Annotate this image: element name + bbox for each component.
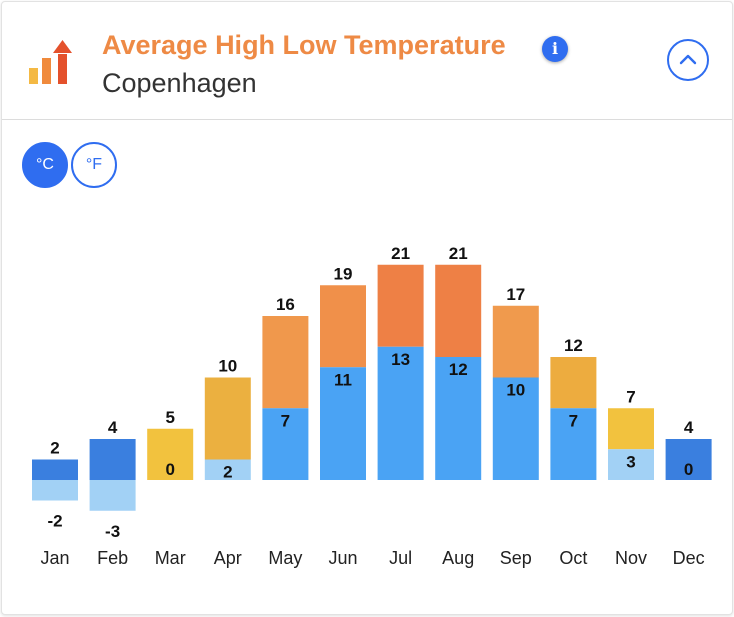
high-bar <box>492 305 539 378</box>
month-label: Mar <box>155 548 186 568</box>
high-value-label: 4 <box>108 418 118 437</box>
low-value-label: 12 <box>449 360 468 379</box>
high-value-label: 4 <box>684 418 694 437</box>
low-bar <box>89 480 136 511</box>
high-value-label: 7 <box>626 387 635 406</box>
city-subtitle: Copenhagen <box>102 68 257 98</box>
low-bar <box>204 459 251 480</box>
celsius-toggle[interactable]: °C <box>22 142 68 188</box>
month-label: Feb <box>97 548 128 568</box>
month-label: Oct <box>559 548 587 568</box>
low-value-label: 3 <box>626 452 635 471</box>
high-bar <box>89 439 136 480</box>
low-value-label: -2 <box>47 512 62 531</box>
low-bar <box>262 408 309 480</box>
low-bar <box>550 408 597 480</box>
high-value-label: 5 <box>165 408 174 427</box>
fahrenheit-toggle[interactable]: °F <box>71 142 117 188</box>
low-value-label: 2 <box>223 463 232 482</box>
low-bar <box>435 357 482 480</box>
info-icon[interactable]: i <box>542 36 568 62</box>
high-value-label: 10 <box>218 357 237 376</box>
low-value-label: -3 <box>105 522 120 541</box>
high-bar <box>147 428 194 480</box>
low-value-label: 11 <box>334 370 352 389</box>
month-label: Jul <box>389 548 412 568</box>
month-label: Jun <box>328 548 357 568</box>
collapse-button[interactable] <box>667 39 709 81</box>
month-label: Aug <box>442 548 474 568</box>
high-bar <box>32 459 78 480</box>
low-bar <box>320 367 366 480</box>
month-label: Sep <box>500 548 532 568</box>
low-value-label: 10 <box>506 381 525 400</box>
high-value-label: 17 <box>506 285 525 304</box>
high-bar <box>550 357 597 409</box>
rising-bars-icon <box>29 40 72 84</box>
high-value-label: 12 <box>564 336 583 355</box>
high-bar <box>435 264 482 357</box>
month-label: May <box>268 548 302 568</box>
low-bar <box>377 346 424 480</box>
high-bar <box>320 285 366 368</box>
low-value-label: 0 <box>684 460 693 479</box>
high-value-label: 21 <box>449 244 468 263</box>
low-bar <box>492 377 539 480</box>
high-value-label: 2 <box>50 439 59 458</box>
month-label: Jan <box>40 548 69 568</box>
card-header: Average High Low Temperature Copenhagen … <box>2 2 732 120</box>
high-value-label: 16 <box>276 295 295 314</box>
high-bar <box>377 264 424 347</box>
high-bar <box>262 316 309 409</box>
month-label: Nov <box>615 548 647 568</box>
high-bar <box>665 439 712 480</box>
month-label: Dec <box>673 548 705 568</box>
low-value-label: 7 <box>281 411 290 430</box>
low-bar <box>608 449 654 480</box>
low-value-label: 7 <box>569 411 578 430</box>
high-bar <box>608 408 654 450</box>
low-bar <box>32 480 78 501</box>
chevron-up-icon <box>679 54 697 65</box>
month-label: Apr <box>214 548 242 568</box>
high-value-label: 21 <box>391 244 410 263</box>
low-value-label: 0 <box>165 460 174 479</box>
chart-title: Average High Low Temperature <box>102 30 506 60</box>
high-bar <box>204 377 251 460</box>
high-value-label: 19 <box>334 264 353 283</box>
low-value-label: 13 <box>391 350 410 369</box>
